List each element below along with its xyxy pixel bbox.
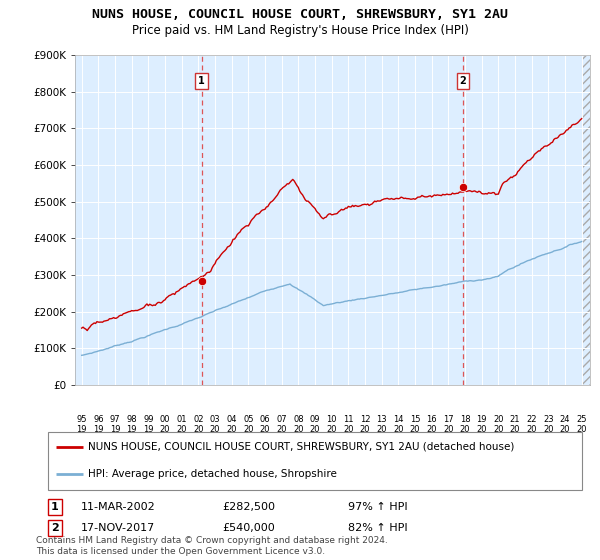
- Text: Price paid vs. HM Land Registry's House Price Index (HPI): Price paid vs. HM Land Registry's House …: [131, 24, 469, 37]
- Text: 23
20: 23 20: [543, 415, 554, 434]
- Text: 82% ↑ HPI: 82% ↑ HPI: [348, 523, 407, 533]
- Text: 25
20: 25 20: [577, 415, 587, 434]
- Text: Contains HM Land Registry data © Crown copyright and database right 2024.
This d: Contains HM Land Registry data © Crown c…: [36, 536, 388, 556]
- Text: 15
20: 15 20: [410, 415, 420, 434]
- Text: 03
20: 03 20: [209, 415, 220, 434]
- Text: 2: 2: [51, 523, 59, 533]
- Text: 00
20: 00 20: [160, 415, 170, 434]
- Text: 11-MAR-2002: 11-MAR-2002: [81, 502, 156, 512]
- Text: 07
20: 07 20: [277, 415, 287, 434]
- Text: 1: 1: [51, 502, 59, 512]
- Text: 10
20: 10 20: [326, 415, 337, 434]
- Text: 2: 2: [460, 76, 466, 86]
- Text: 22
20: 22 20: [526, 415, 537, 434]
- Text: HPI: Average price, detached house, Shropshire: HPI: Average price, detached house, Shro…: [88, 469, 337, 479]
- Text: 01
20: 01 20: [176, 415, 187, 434]
- Text: 06
20: 06 20: [260, 415, 271, 434]
- Bar: [581, 55, 590, 385]
- Text: 09
20: 09 20: [310, 415, 320, 434]
- Text: 16
20: 16 20: [427, 415, 437, 434]
- Text: 14
20: 14 20: [393, 415, 404, 434]
- Text: 97% ↑ HPI: 97% ↑ HPI: [348, 502, 407, 512]
- Text: 13
20: 13 20: [376, 415, 387, 434]
- Text: 97
19: 97 19: [110, 415, 121, 434]
- Text: 24
20: 24 20: [560, 415, 570, 434]
- Text: 95
19: 95 19: [76, 415, 87, 434]
- Text: 12
20: 12 20: [360, 415, 370, 434]
- Text: 96
19: 96 19: [93, 415, 104, 434]
- Text: 11
20: 11 20: [343, 415, 353, 434]
- Text: 02
20: 02 20: [193, 415, 203, 434]
- Text: 04
20: 04 20: [226, 415, 237, 434]
- Text: £282,500: £282,500: [222, 502, 275, 512]
- Text: 17
20: 17 20: [443, 415, 454, 434]
- Text: NUNS HOUSE, COUNCIL HOUSE COURT, SHREWSBURY, SY1 2AU: NUNS HOUSE, COUNCIL HOUSE COURT, SHREWSB…: [92, 8, 508, 21]
- Text: £540,000: £540,000: [222, 523, 275, 533]
- Text: NUNS HOUSE, COUNCIL HOUSE COURT, SHREWSBURY, SY1 2AU (detached house): NUNS HOUSE, COUNCIL HOUSE COURT, SHREWSB…: [88, 441, 514, 451]
- Text: 18
20: 18 20: [460, 415, 470, 434]
- FancyBboxPatch shape: [48, 432, 582, 490]
- Text: 19
20: 19 20: [476, 415, 487, 434]
- Text: 20
20: 20 20: [493, 415, 503, 434]
- Text: 08
20: 08 20: [293, 415, 304, 434]
- Text: 21
20: 21 20: [510, 415, 520, 434]
- Text: 99
19: 99 19: [143, 415, 154, 434]
- Text: 1: 1: [198, 76, 205, 86]
- Text: 05
20: 05 20: [243, 415, 254, 434]
- Text: 98
19: 98 19: [127, 415, 137, 434]
- Text: 17-NOV-2017: 17-NOV-2017: [81, 523, 155, 533]
